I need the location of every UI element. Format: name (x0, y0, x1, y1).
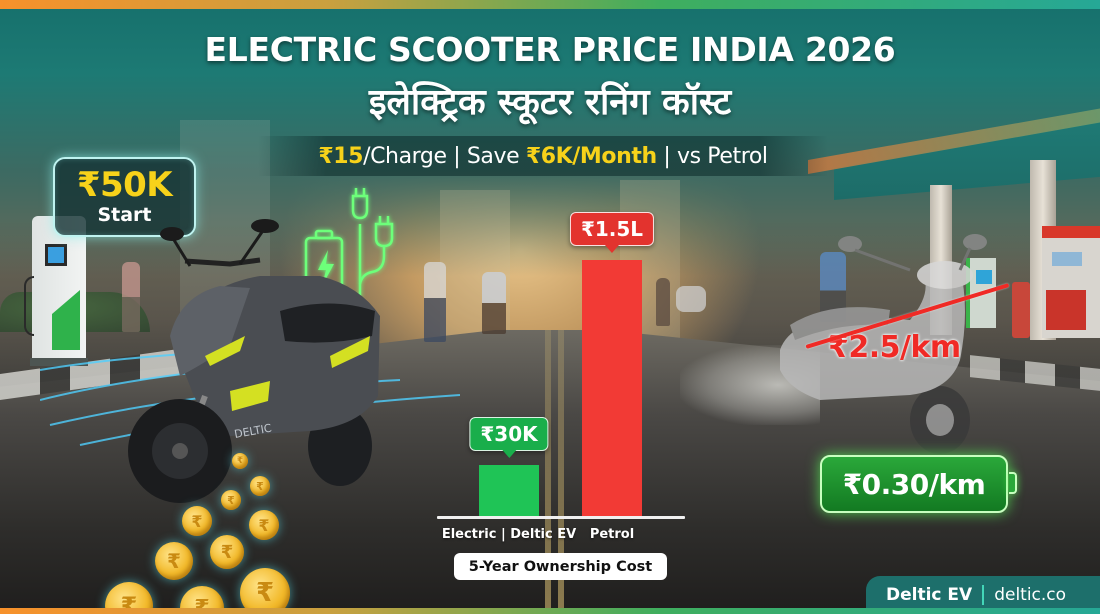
start-price: ₹50K (76, 165, 173, 205)
pedestrian (424, 262, 446, 342)
rupee-coin-icon: ₹ (210, 535, 244, 569)
charge-price: ₹15 (318, 143, 364, 169)
pedestrian (122, 262, 140, 332)
rupee-coin-icon: ₹ (249, 510, 279, 540)
x-label-electric: Electric | Deltic EV (441, 527, 577, 542)
page-title: ELECTRIC SCOOTER PRICE INDIA 2026 (204, 30, 896, 69)
rupee-coin-icon: ₹ (182, 506, 212, 536)
brand-name: Deltic EV (886, 585, 973, 605)
brand-footer: Deltic EV deltic.co (866, 576, 1100, 614)
subtitle-bar: ₹15 /Charge | Save ₹6K/Month | vs Petrol (258, 136, 828, 176)
top-gradient-strip (0, 0, 1100, 9)
rupee-coin-icon: ₹ (232, 453, 248, 469)
petrol-cost-per-km: ₹2.5/km (828, 330, 961, 365)
charge-text: /Charge | Save (363, 143, 526, 169)
rupee-coin-icon: ₹ (240, 568, 290, 614)
ev-cost-per-km: ₹0.30/km (842, 467, 986, 501)
dustbin (1012, 282, 1030, 338)
svg-text:DELTIC: DELTIC (233, 422, 273, 441)
chart-caption: 5-Year Ownership Cost (454, 553, 667, 580)
monthly-savings: ₹6K/Month (525, 143, 657, 169)
chart-baseline (437, 516, 685, 519)
x-label-petrol: Petrol (589, 527, 635, 542)
bar-value-label-petrol: ₹1.5L (569, 212, 655, 246)
petrol-scooter-image (780, 234, 987, 454)
battery-tip (1009, 472, 1017, 494)
rupee-coin-icon: ₹ (221, 490, 241, 510)
rupee-coin-icon: ₹ (250, 476, 270, 496)
start-price-badge: ₹50K Start (53, 157, 196, 237)
bar-value-label-electric: ₹30K (469, 417, 549, 451)
brand-separator (982, 585, 985, 605)
charging-station-base (30, 358, 88, 366)
motorcyclist (482, 272, 506, 334)
pedestrian (656, 278, 670, 326)
lane-line (545, 330, 551, 614)
bar-petrol (582, 260, 642, 516)
rupee-coin-icon: ₹ (155, 542, 193, 580)
bottom-gradient-strip (0, 608, 1100, 614)
bar-electric (479, 465, 539, 516)
vs-petrol-text: | vs Petrol (656, 143, 768, 169)
electric-scooter-image: DELTIC (128, 219, 380, 503)
fuel-pump (1042, 226, 1100, 338)
background-car (676, 286, 706, 312)
lane-line (558, 330, 564, 614)
ev-cost-per-km-badge: ₹0.30/km (820, 455, 1008, 513)
start-label: Start (97, 204, 152, 226)
page-title-hindi: इलेक्ट्रिक स्कूटर रनिंग कॉस्ट (368, 82, 732, 123)
ev-charging-station: ⚡ (24, 216, 86, 364)
brand-url[interactable]: deltic.co (994, 585, 1067, 605)
